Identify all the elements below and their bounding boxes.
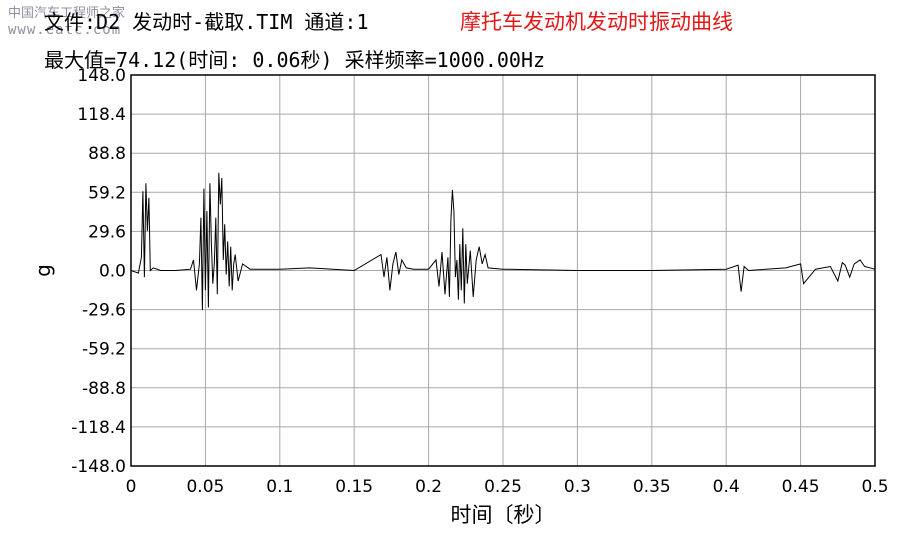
grid-lines	[130, 74, 876, 467]
plot-frame	[130, 74, 876, 467]
y-tick-labels: 148.0 118.4 88.8 59.2 29.6 0.0 -29.6 -59.2 -88.8…	[71, 66, 126, 477]
x-tick-label: 0.35	[633, 477, 671, 497]
header-max-samplerate: 最大值=74.12(时间: 0.06秒) 采样频率=1000.00Hz	[44, 48, 546, 72]
x-axis-label: 时间〔秒〕	[451, 503, 556, 527]
x-tick-label: 0.25	[484, 477, 522, 497]
x-tick-label: 0.2	[415, 477, 442, 497]
y-tick-label: 88.8	[88, 144, 126, 164]
x-tick-label: 0.4	[713, 477, 740, 497]
x-tick-labels: 0 0.05 0.1 0.15 0.2 0.25 0.3 0.35 0.4 0.45 0.5	[126, 477, 889, 497]
y-tick-label: 29.6	[88, 222, 126, 242]
chart-title: 摩托车发动机发动时振动曲线	[460, 10, 733, 34]
x-tick-label: 0.5	[861, 477, 888, 497]
x-tick-label: 0.45	[782, 477, 820, 497]
y-tick-label: 118.4	[77, 105, 126, 125]
watermark-url: www.eatc.com	[8, 22, 122, 38]
y-tick-label: -88.8	[82, 379, 126, 399]
header-file-channel: 文件:D2 发动时-截取.TIM 通道:1	[44, 10, 369, 34]
y-tick-label: 59.2	[88, 183, 126, 203]
watermark-line1: 中国汽车工程师之家	[8, 6, 126, 21]
y-tick-label: -118.4	[71, 418, 126, 438]
y-tick-label: -29.6	[82, 301, 126, 321]
x-tick-label: 0.05	[186, 477, 224, 497]
y-tick-label: -59.2	[82, 340, 126, 360]
vibration-series-line	[130, 172, 876, 311]
x-tick-label: 0.15	[335, 477, 373, 497]
y-tick-label: 148.0	[77, 66, 126, 86]
watermark: 中国汽车工程师之家 www.eatc.com	[8, 6, 158, 38]
x-tick-label: 0.1	[266, 477, 293, 497]
x-tick-label: 0	[126, 477, 137, 497]
x-tick-label: 0.3	[564, 477, 591, 497]
y-tick-label: 0.0	[99, 262, 126, 282]
y-tick-label: -148.0	[71, 457, 126, 477]
y-axis-label: g	[31, 264, 55, 277]
